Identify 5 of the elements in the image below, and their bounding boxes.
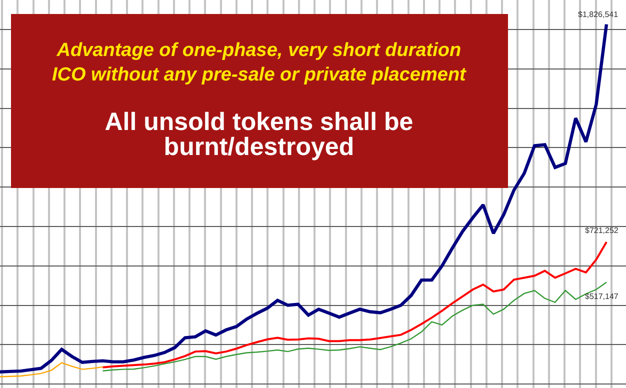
data-label: $721,252 bbox=[585, 226, 619, 235]
data-label: $517,147 bbox=[585, 292, 619, 301]
data-label: $1,826,541 bbox=[578, 10, 619, 19]
annotation: Advantage of one-phase, very short duration ICO without any pre-sale or private placement bbox=[52, 40, 467, 86]
annotation: All unsold tokens shall be burnt/destroyed bbox=[104, 108, 414, 161]
